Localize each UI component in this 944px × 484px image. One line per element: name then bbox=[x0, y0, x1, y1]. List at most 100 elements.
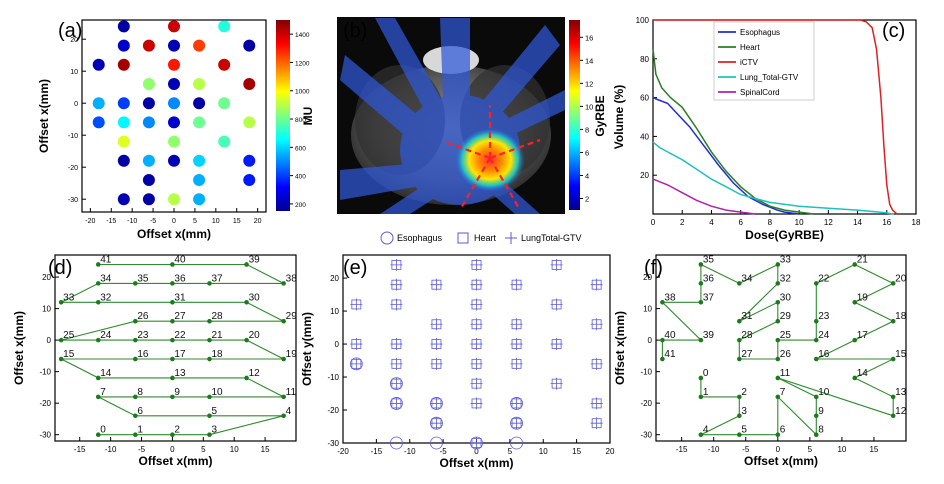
lung-marker bbox=[590, 278, 603, 291]
spot-point bbox=[170, 318, 175, 324]
spot-point bbox=[244, 375, 249, 381]
spot-point bbox=[813, 337, 819, 343]
spot-number: 20 bbox=[249, 330, 261, 341]
spot-point bbox=[281, 318, 286, 324]
spot-number: 29 bbox=[780, 311, 792, 322]
spot-number: 37 bbox=[703, 292, 715, 303]
spot-point bbox=[207, 356, 212, 362]
y-axis-label: Volume (%) bbox=[612, 85, 626, 149]
spot-point bbox=[660, 337, 665, 343]
lung-marker bbox=[430, 397, 443, 410]
x-tick-label: -10 bbox=[404, 447, 416, 456]
lung-marker bbox=[350, 357, 363, 370]
lung-marker bbox=[550, 258, 563, 271]
spot-point bbox=[170, 299, 175, 305]
x-tick-label: 10 bbox=[539, 447, 548, 456]
spot-point bbox=[207, 337, 212, 343]
panel-b-colorbar bbox=[569, 20, 580, 210]
x-axis-label: Offset x(mm) bbox=[138, 454, 212, 468]
spot-number: 28 bbox=[741, 330, 753, 341]
spot-point bbox=[775, 432, 781, 437]
spot-number: 4 bbox=[703, 425, 709, 436]
spot-number: 14 bbox=[857, 368, 869, 379]
spot-number: 3 bbox=[211, 425, 217, 436]
spot-number: 4 bbox=[286, 406, 292, 417]
spot-number: 32 bbox=[100, 292, 112, 303]
lung-marker bbox=[430, 357, 443, 370]
y-tick-label: 20 bbox=[42, 273, 51, 282]
spot-point bbox=[95, 299, 101, 305]
mu-spot bbox=[117, 58, 130, 71]
x-tick-label: -10 bbox=[708, 445, 720, 454]
scan-path bbox=[661, 263, 895, 437]
lung-marker bbox=[470, 318, 483, 331]
spot-point bbox=[207, 281, 212, 286]
legend-label-heart: Heart bbox=[740, 43, 760, 52]
mu-spot bbox=[218, 135, 231, 148]
spot-number: 2 bbox=[174, 425, 180, 436]
dvh-line-spinalcord bbox=[652, 178, 756, 215]
mu-spot bbox=[142, 116, 155, 129]
x-tick-label: -20 bbox=[85, 218, 95, 225]
mu-spot bbox=[117, 154, 130, 167]
y-tick-label: 40 bbox=[640, 132, 649, 141]
spot-number: 40 bbox=[664, 330, 676, 341]
spot-point bbox=[207, 318, 212, 324]
lung-marker bbox=[510, 357, 523, 370]
mu-spot bbox=[142, 39, 155, 52]
x-tick-label: -10 bbox=[127, 218, 137, 225]
lung-marker bbox=[350, 298, 363, 311]
spot-point bbox=[133, 356, 138, 362]
lung-marker bbox=[510, 397, 523, 410]
y-tick-label: -20 bbox=[327, 406, 339, 415]
mu-spot bbox=[193, 193, 206, 206]
spot-point bbox=[170, 281, 175, 286]
spot-point bbox=[813, 394, 819, 400]
legend-heart-label: Heart bbox=[474, 233, 497, 243]
lung-marker bbox=[550, 338, 563, 351]
spot-number: 18 bbox=[895, 311, 907, 322]
x-tick-label: 0 bbox=[651, 218, 656, 227]
mu-spot bbox=[168, 20, 180, 33]
lung-marker bbox=[390, 357, 403, 370]
x-tick-label: 0 bbox=[474, 447, 479, 456]
spot-point bbox=[244, 299, 249, 305]
spot-number: 3 bbox=[741, 406, 747, 417]
dvh-line-esophagus bbox=[652, 96, 800, 215]
y-axis-label: Offset x(mm) bbox=[12, 311, 26, 385]
spot-point bbox=[775, 356, 781, 362]
spot-number: 7 bbox=[780, 387, 786, 398]
spot-point bbox=[95, 394, 101, 400]
y-tick-label: 0 bbox=[648, 336, 653, 345]
spot-point bbox=[281, 281, 286, 286]
y-tick-label: 20 bbox=[330, 274, 339, 283]
spot-number: 17 bbox=[857, 330, 869, 341]
spot-number: 17 bbox=[174, 349, 186, 360]
spot-point bbox=[281, 413, 286, 419]
y-tick-label: -10 bbox=[39, 368, 51, 377]
y-tick-label: -30 bbox=[68, 197, 78, 204]
panel-a-mu-scatter: -20 -15 -10 -5 0 5 10 15 20 -30 -20 -10 0 10 20 Offset … bbox=[37, 19, 315, 241]
x-tick-label: 16 bbox=[882, 218, 891, 227]
x-tick-label: -5 bbox=[742, 445, 750, 454]
y-tick-label: 10 bbox=[643, 305, 652, 314]
colorbar-tick-label: 6 bbox=[585, 148, 589, 157]
spot-point bbox=[170, 394, 175, 400]
spot-number: 25 bbox=[63, 330, 75, 341]
spot-point bbox=[775, 318, 781, 324]
spot-point bbox=[58, 356, 64, 362]
spot-number: 1 bbox=[703, 387, 709, 398]
y-tick-label: -10 bbox=[327, 373, 339, 382]
x-tick-label: 5 bbox=[808, 445, 813, 454]
colorbar-tick-label: 1000 bbox=[295, 89, 310, 96]
spot-number: 33 bbox=[780, 254, 792, 265]
spot-number: 11 bbox=[286, 387, 297, 398]
lung-marker bbox=[470, 437, 483, 449]
spot-point bbox=[170, 375, 175, 381]
x-tick-label: -15 bbox=[676, 445, 688, 454]
lung-marker bbox=[390, 377, 403, 390]
spot-number: 35 bbox=[137, 273, 149, 284]
spot-number: 16 bbox=[818, 349, 830, 360]
spot-point bbox=[890, 281, 896, 286]
spot-point bbox=[95, 375, 101, 381]
